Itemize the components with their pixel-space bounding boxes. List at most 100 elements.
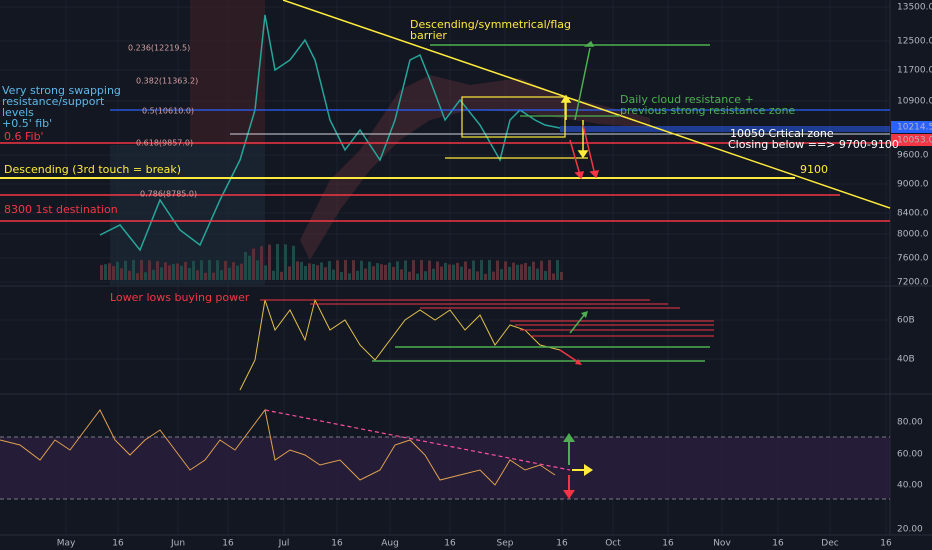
annotation: Closing below ==> 9700-9100 (728, 138, 899, 151)
volume-bar (120, 268, 123, 280)
volume-bar (288, 266, 291, 280)
volume-bar (104, 264, 107, 280)
arrow-head (563, 433, 575, 442)
volume-bar (368, 261, 371, 280)
volume-bar (496, 260, 499, 280)
volume-bar (324, 267, 327, 280)
time-tick-label: 16 (556, 539, 568, 549)
fib-label: 0.618(9857.0) (136, 139, 193, 148)
volume-indicator (239, 298, 561, 391)
volume-bar (432, 268, 435, 280)
time-tick-label: 16 (222, 539, 234, 549)
price-tick-label: 12500.0 (897, 37, 932, 47)
volume-bar (384, 264, 387, 280)
rsi-tick-label: 20.00 (897, 525, 923, 535)
price-tick-label: 13500.0 (897, 3, 932, 13)
volume-bar (392, 266, 395, 280)
annotation: 8300 1st destination (4, 203, 118, 216)
price-tick-label: 8000.0 (897, 230, 929, 240)
volume-bar (488, 260, 491, 280)
volume-bar (164, 262, 167, 280)
volume-bar (292, 245, 295, 280)
arrow-head (584, 464, 593, 476)
volume-bar (428, 260, 431, 280)
volume-bar (356, 270, 359, 280)
arrow (569, 313, 586, 334)
volume-bar (464, 261, 467, 280)
volume-bar (504, 261, 507, 280)
volume-bar (176, 263, 179, 280)
arrows (560, 40, 600, 180)
annotation: 9100 (800, 163, 828, 176)
volume-bar (100, 264, 103, 280)
volume-bar (364, 268, 367, 280)
volume-bar (492, 271, 495, 280)
volume-bar (548, 260, 551, 280)
volume-bar (360, 260, 363, 280)
ichimoku-cloud (300, 75, 650, 260)
volume-bar (416, 273, 419, 280)
time-tick-label: 16 (880, 539, 892, 549)
annotation: 10050 Crtical zone (730, 127, 834, 140)
volume-bar (172, 263, 175, 280)
volume-bar (236, 265, 239, 280)
price-tick-label: 9600.0 (897, 151, 929, 161)
volume-bar (148, 260, 151, 280)
volume-bar (556, 260, 559, 280)
time-tick-label: Sep (497, 539, 514, 549)
annotation: barrier (410, 29, 447, 42)
rsi-line (0, 408, 556, 486)
arrow (559, 349, 579, 363)
volume-bar (336, 260, 339, 280)
volume-bar (512, 262, 515, 280)
volume-bar (412, 260, 415, 280)
fib-label: 0.236(12219.5) (128, 44, 190, 53)
volume-bar (484, 273, 487, 280)
volume-bar (184, 261, 187, 280)
volume-bar (304, 265, 307, 280)
volume-bars (100, 244, 563, 280)
volume-bar (480, 260, 483, 280)
fib-zone (110, 145, 265, 285)
volume-bar (128, 270, 131, 280)
volume-bar (372, 266, 375, 280)
price-tick-label: 7600.0 (897, 254, 929, 264)
volume-bar (500, 269, 503, 280)
volume-bar (472, 260, 475, 280)
volume-bar (508, 266, 511, 280)
price-tick-label: 9000.0 (897, 180, 929, 190)
volume-bar (280, 271, 283, 280)
price-tick-label: 7200.0 (897, 278, 929, 288)
annotation: Descending/symmetrical/flag (410, 18, 571, 31)
volume-bar (424, 271, 427, 280)
time-tick-label: 16 (444, 539, 456, 549)
annotation: previous strong resistance zone (620, 104, 795, 117)
volume-bar (380, 264, 383, 280)
price-tick-label: 11700.0 (897, 66, 932, 76)
time-tick-label: Dec (821, 539, 838, 549)
volume-bar (248, 255, 251, 280)
volume-tick-label: 40B (897, 355, 915, 365)
annotation: Daily cloud resistance + (620, 93, 754, 106)
volume-bar (320, 262, 323, 280)
rsi-trend (264, 409, 571, 471)
volume-bar (328, 261, 331, 280)
volume-bar (516, 264, 519, 280)
time-tick-label: 16 (662, 539, 674, 549)
price-tick-label: 10900.0 (897, 97, 932, 107)
trend-line (282, 0, 891, 209)
volume-bar (264, 265, 267, 280)
arrow-head (563, 490, 575, 499)
volume-bar (444, 262, 447, 280)
volume-bar (456, 262, 459, 280)
volume-bar (144, 272, 147, 280)
price-tag (891, 121, 932, 133)
fib-label: 0.5(10610.0) (142, 107, 194, 116)
volume-bar (300, 261, 303, 280)
volume-bar (216, 260, 219, 280)
volume-bar (208, 260, 211, 280)
price-tick-label: 10053.0 (897, 136, 932, 146)
volume-bar (260, 246, 263, 280)
volume-bar (468, 268, 471, 280)
